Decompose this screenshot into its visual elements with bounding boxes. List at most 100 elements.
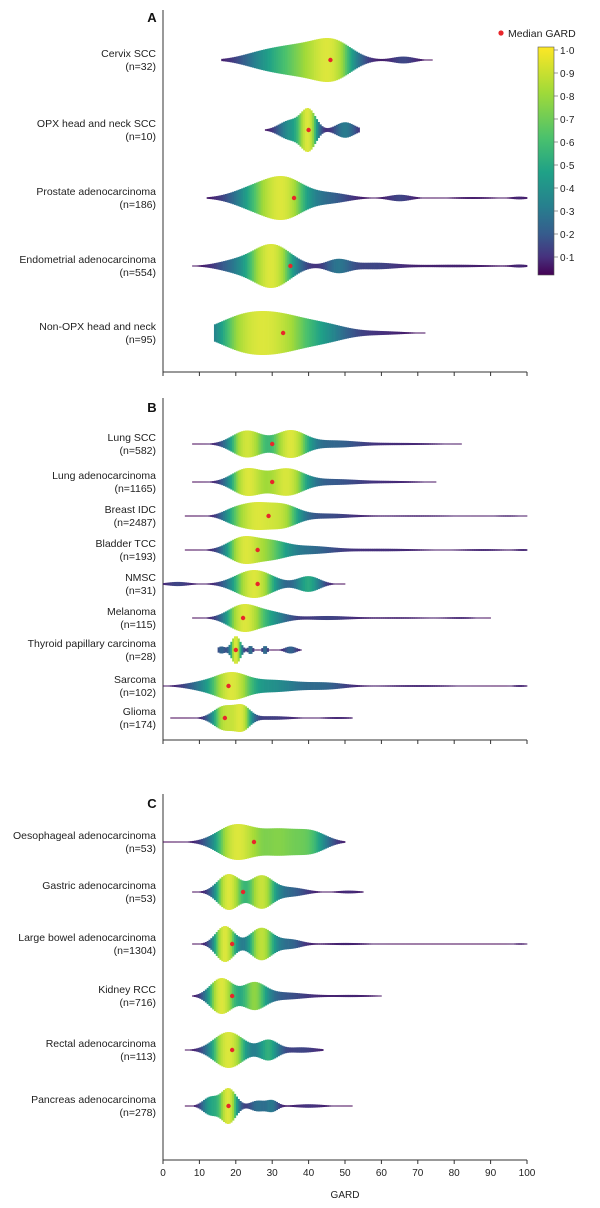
violin-slice [330, 478, 333, 486]
violin-slice [221, 261, 224, 271]
violin-slice [374, 943, 377, 945]
violin-slice [486, 943, 490, 945]
violin-slice [430, 617, 433, 619]
violin-slice [219, 614, 222, 622]
violin-slice [263, 538, 266, 562]
violin-slice [264, 244, 268, 288]
violin-slice [199, 265, 202, 267]
violin-slice [454, 617, 457, 619]
violin-slice [286, 1047, 289, 1053]
colorbar-tick-label: 0·2 [560, 230, 575, 241]
violin-slice [472, 549, 475, 551]
violin-slice [201, 1046, 204, 1054]
violin-slice [304, 318, 308, 348]
violin-slice [312, 1048, 315, 1052]
violin-slice [445, 549, 448, 551]
violin-slice [441, 549, 444, 551]
violin-slice [343, 514, 346, 518]
violin-slice [452, 943, 455, 945]
violin-slice [514, 685, 517, 687]
violin-slice [206, 583, 209, 585]
violin-slice [277, 828, 280, 856]
violin-slice [204, 989, 208, 1003]
violin-slice [412, 443, 415, 446]
violin-slice [412, 515, 415, 517]
violin-slice [203, 990, 206, 1002]
violin-slice [233, 933, 237, 955]
violin-slice [470, 943, 473, 945]
violin-slice [261, 828, 264, 856]
violin-slice [497, 549, 501, 551]
violin-slice [355, 994, 359, 998]
violin-slice [430, 515, 433, 517]
violin-slice [377, 515, 380, 517]
violin-slice [434, 443, 437, 445]
violin-slice [321, 616, 324, 620]
violin-slice [290, 615, 293, 621]
violin-slice [301, 888, 304, 896]
violin-slice [452, 515, 455, 517]
violin-slice [221, 828, 224, 856]
violin-slice [270, 932, 273, 956]
violin-slice [257, 982, 260, 1010]
violin-slice [406, 195, 410, 201]
violin-slice [426, 264, 430, 268]
violin-slice [401, 943, 404, 945]
violin-slice [177, 581, 180, 587]
violin-slice [385, 196, 388, 200]
violin-slice [450, 549, 453, 551]
violin-slice [314, 994, 317, 998]
violin-slice [306, 576, 309, 592]
violin-slice [366, 262, 370, 270]
violin-slice [212, 263, 215, 269]
violin-slice [186, 549, 189, 551]
violin-slice [328, 323, 331, 343]
violin-slice [193, 617, 197, 619]
violin-slice [286, 614, 289, 622]
violin-slice [195, 481, 198, 483]
violin-slice [297, 888, 300, 896]
violin-slice [399, 331, 402, 335]
violin-slice [361, 54, 364, 66]
violin-slice [264, 538, 268, 562]
violin-slice [299, 828, 302, 856]
violin-slice [239, 985, 242, 1007]
violin-slice [485, 197, 488, 199]
violin-slice [250, 251, 253, 281]
violin-slice [419, 264, 422, 268]
violin-slice [252, 1101, 255, 1111]
violin-slice [412, 943, 415, 945]
violin-slice [248, 982, 251, 1010]
violin-slice [283, 176, 286, 220]
violin-slice [164, 685, 167, 687]
violin-slice [363, 197, 366, 199]
violin-slice [299, 649, 302, 651]
violin-slice [217, 707, 220, 729]
violin-slice [348, 684, 351, 688]
violin-slice [246, 430, 249, 458]
violin-slice [281, 1045, 284, 1055]
violin-slice [405, 195, 408, 201]
violin-slice [405, 548, 408, 552]
violin-slice [266, 929, 269, 959]
violin-group: Prostate adenocarcinoma(n=186) [36, 176, 528, 220]
violin-slice [243, 313, 246, 353]
violin-slice [192, 583, 195, 585]
violin-slice [463, 549, 466, 551]
violin-slice [274, 882, 277, 902]
violin-slice [370, 262, 373, 270]
violin-slice [348, 616, 351, 620]
violin-slice [228, 508, 231, 524]
violin-slice [374, 685, 377, 687]
violin-slice [386, 943, 390, 945]
violin-slice [212, 676, 215, 696]
violin-slice [335, 1105, 339, 1107]
violin-slice [354, 514, 357, 518]
violin-slice [272, 990, 275, 1002]
violin-slice [328, 440, 331, 448]
violin-slice [286, 716, 289, 720]
violin-slice [412, 481, 415, 483]
violin-slice [330, 192, 333, 204]
violin-slice [415, 332, 419, 334]
